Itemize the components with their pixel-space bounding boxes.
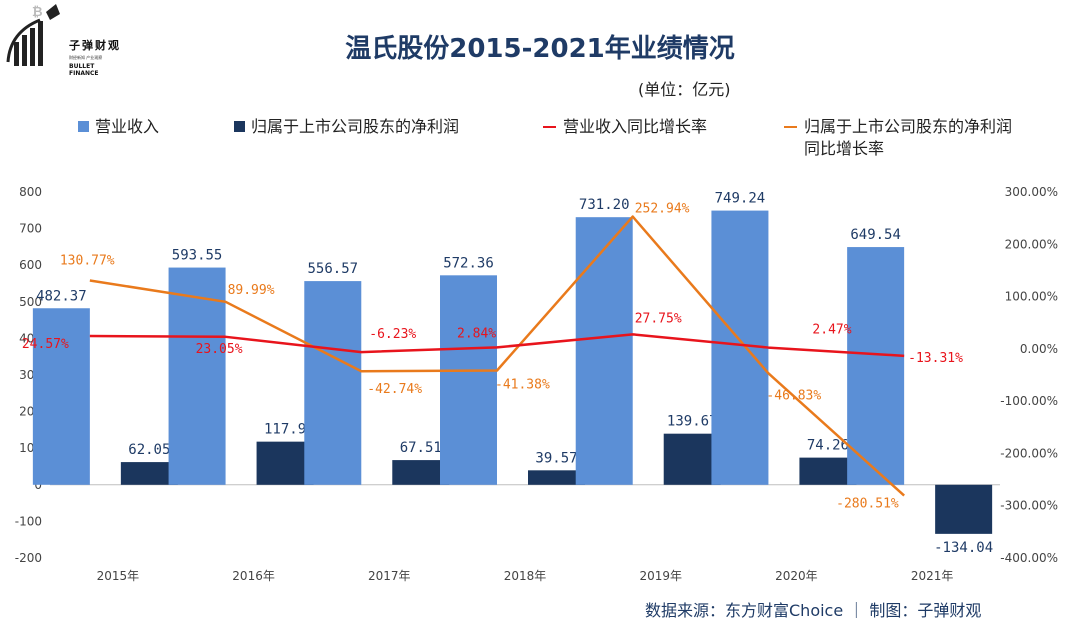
profit-growth-label: -46.83%: [766, 388, 821, 403]
profit-growth-label: -280.51%: [836, 497, 899, 512]
y-tick-left: 800: [19, 185, 42, 199]
revenue-bar-label: 593.55: [172, 248, 223, 264]
revenue-bar: [847, 247, 905, 485]
y-tick-left: 500: [19, 295, 42, 309]
y-tick-right: -400.00%: [1000, 551, 1058, 565]
y-tick-left: 600: [19, 258, 42, 272]
profit-growth-label: 89.99%: [228, 283, 275, 298]
y-tick-right: -300.00%: [1000, 499, 1058, 513]
y-tick-right: -200.00%: [1000, 446, 1058, 460]
net-profit-bar: [663, 433, 721, 485]
revenue-growth-label: -6.23%: [369, 327, 416, 342]
unit-label: (单位：亿元): [638, 80, 731, 99]
y-tick-left: 700: [19, 222, 42, 236]
data-source-note: 数据来源：东方财富Choice ｜ 制图：子弹财观: [645, 601, 982, 620]
legend-label-profit-growth: 归属于上市公司股东的净利润 同比增长率: [804, 116, 1012, 160]
brand-logo: ₿ 子弹财观 财经新知 产业观察 BULLET FINANCE: [4, 2, 124, 77]
legend-item-profit-growth: 归属于上市公司股东的净利润 同比增长率: [784, 116, 1012, 160]
x-tick-label: 2019年: [639, 569, 682, 583]
profit-growth-label: 130.77%: [60, 253, 115, 268]
net-profit-bar-label: 67.51: [400, 440, 442, 456]
y-tick-right: 100.00%: [1005, 290, 1058, 304]
legend-swatch-net-profit: [234, 121, 245, 132]
profit-growth-label: -42.74%: [367, 382, 422, 397]
net-profit-bar: [392, 460, 450, 485]
revenue-bar-label: 749.24: [715, 191, 766, 207]
legend-swatch-revenue-growth: [543, 126, 556, 128]
net-profit-bar-label: 139.67: [667, 414, 718, 430]
y-tick-right: 200.00%: [1005, 237, 1058, 251]
revenue-growth-label: 24.57%: [22, 337, 69, 352]
revenue-growth-label: 23.05%: [196, 342, 243, 357]
net-profit-bar: [799, 457, 857, 485]
net-profit-bar: [256, 441, 314, 485]
revenue-growth-label: 2.47%: [812, 323, 851, 338]
y-tick-left: -200: [15, 551, 42, 565]
revenue-bar-label: 572.36: [443, 255, 494, 271]
revenue-bar: [575, 217, 633, 485]
x-tick-label: 2017年: [368, 569, 411, 583]
chart-legend: 营业收入 归属于上市公司股东的净利润 营业收入同比增长率 归属于上市公司股东的净…: [0, 116, 1080, 160]
net-profit-bar-label: -134.04: [934, 540, 993, 556]
logo-name-en: BULLET FINANCE: [69, 63, 99, 77]
legend-label-net-profit: 归属于上市公司股东的净利润: [251, 117, 460, 136]
legend-item-revenue: 营业收入: [78, 116, 159, 138]
legend-label-revenue-growth: 营业收入同比增长率: [563, 117, 708, 136]
x-tick-label: 2020年: [775, 569, 818, 583]
revenue-bar-label: 731.20: [579, 197, 630, 213]
revenue-growth-line: [89, 333, 905, 358]
bullet-logo-icon: ₿: [6, 4, 60, 66]
net-profit-bar-label: 39.57: [535, 450, 577, 466]
legend-swatch-profit-growth: [784, 126, 797, 128]
logo-name-cn: 子弹财观: [69, 39, 121, 52]
y-tick-left: -100: [15, 514, 42, 528]
legend-label-profit-growth-line2: 同比增长率: [804, 139, 885, 158]
legend-label-revenue: 营业收入: [95, 117, 160, 136]
revenue-bar-label: 556.57: [307, 261, 358, 277]
revenue-growth-label: 27.75%: [635, 311, 682, 326]
legend-item-revenue-growth: 营业收入同比增长率: [543, 116, 707, 138]
y-tick-right: 300.00%: [1005, 185, 1058, 199]
revenue-bar-label: 482.37: [36, 288, 87, 304]
net-profit-bar: [935, 484, 993, 534]
net-profit-bar-label: 74.26: [807, 438, 849, 454]
revenue-growth-label: 2.84%: [457, 326, 496, 341]
net-profit-bar-label: 117.9: [264, 422, 306, 438]
x-tick-label: 2016年: [232, 569, 275, 583]
y-tick-right: 0.00%: [1020, 342, 1058, 356]
y-tick-right: -100.00%: [1000, 394, 1058, 408]
svg-text:₿: ₿: [32, 5, 43, 20]
revenue-growth-label: -13.31%: [908, 351, 963, 366]
legend-label-profit-growth-line1: 归属于上市公司股东的净利润: [804, 117, 1013, 136]
revenue-bar: [440, 275, 497, 485]
revenue-bar: [32, 308, 90, 485]
revenue-bar-label: 649.54: [850, 227, 901, 243]
profit-growth-label: -41.38%: [495, 377, 550, 392]
revenue-bar: [304, 281, 362, 485]
net-profit-bar-label: 62.05: [128, 442, 170, 458]
x-tick-label: 2021年: [911, 569, 954, 583]
chart-title: 温氏股份2015-2021年业绩情况: [345, 34, 735, 64]
logo-tagline: 财经新知 产业观察: [69, 55, 103, 60]
x-tick-label: 2018年: [504, 569, 547, 583]
profit-growth-line: [89, 215, 905, 497]
net-profit-bar: [120, 462, 178, 485]
net-profit-bar: [528, 470, 585, 485]
profit-growth-label: 252.94%: [635, 202, 690, 217]
legend-item-net-profit: 归属于上市公司股东的净利润: [234, 116, 459, 138]
legend-swatch-revenue: [78, 121, 89, 132]
revenue-bar: [168, 267, 226, 485]
x-tick-label: 2015年: [97, 569, 140, 583]
